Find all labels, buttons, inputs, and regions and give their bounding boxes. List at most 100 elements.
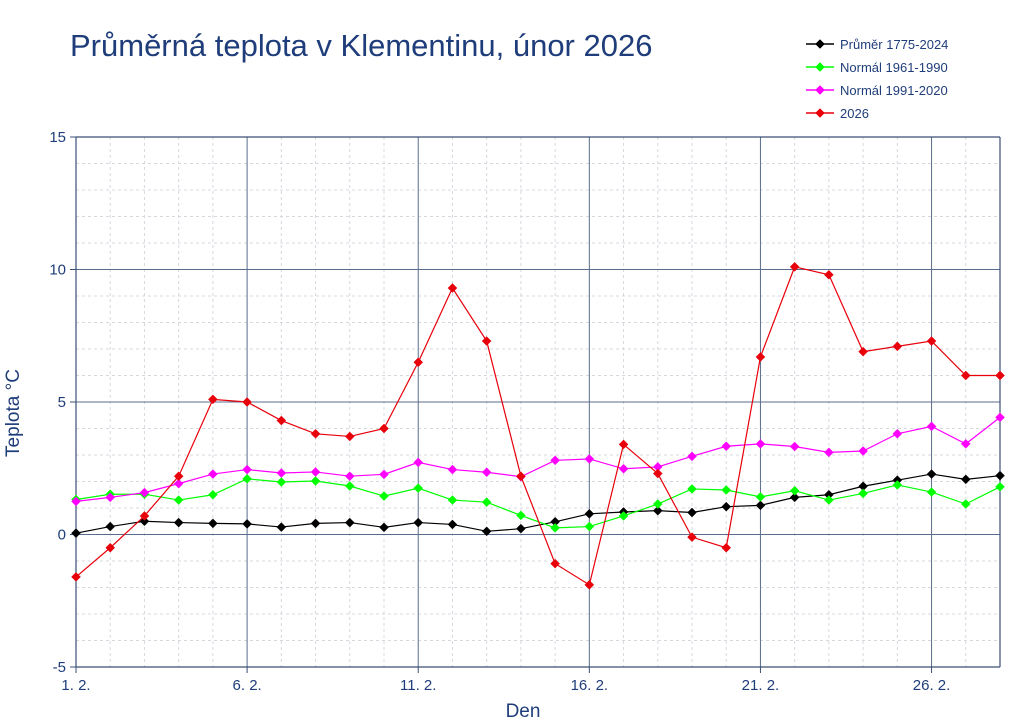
- data-point: [755, 492, 766, 502]
- data-point: [139, 511, 150, 521]
- x-tick-label: 11. 2.: [400, 677, 436, 694]
- data-point: [310, 467, 321, 477]
- x-tick-label: 1. 2.: [61, 677, 90, 694]
- data-point: [481, 526, 492, 537]
- x-tick-label: 16. 2.: [571, 677, 609, 694]
- data-point: [208, 489, 218, 500]
- data-point: [721, 501, 732, 512]
- data-point: [995, 412, 1005, 423]
- legend-marker: [815, 85, 825, 95]
- data-point: [584, 454, 595, 464]
- data-point: [71, 528, 81, 539]
- data-point: [516, 471, 526, 482]
- data-point: [413, 517, 424, 528]
- data-point: [960, 499, 971, 509]
- data-point: [379, 522, 389, 533]
- data-point: [139, 487, 150, 498]
- series-line: [75, 266, 1000, 586]
- legend-item[interactable]: Normál 1991-2020: [806, 83, 948, 98]
- data-point: [926, 336, 937, 346]
- data-point: [995, 470, 1005, 481]
- data-point: [892, 341, 903, 352]
- data-point: [755, 352, 766, 362]
- x-tick-label: 21. 2.: [742, 677, 780, 694]
- data-point: [824, 495, 834, 505]
- data-point: [173, 471, 184, 482]
- data-point: [550, 455, 560, 466]
- data-point: [858, 488, 868, 499]
- legend-item[interactable]: Průměr 1775-2024: [806, 37, 948, 52]
- data-point: [379, 469, 389, 480]
- data-point: [379, 423, 389, 434]
- data-point: [310, 518, 321, 529]
- data-point: [481, 467, 492, 478]
- series-line: [75, 416, 1001, 502]
- data-point: [584, 508, 595, 519]
- data-point: [105, 521, 116, 532]
- legend[interactable]: Průměr 1775-2024 Normál 1961-1990 Normál 1…: [806, 37, 948, 121]
- data-point: [584, 579, 595, 590]
- data-point: [789, 441, 800, 452]
- legend-label: Normál 1961-1990: [840, 60, 948, 75]
- data-point: [516, 510, 526, 521]
- data-point: [960, 439, 971, 449]
- data-point: [447, 495, 458, 505]
- data-point: [892, 480, 903, 490]
- series-0: [71, 469, 1005, 539]
- data-point: [926, 469, 937, 479]
- data-point: [276, 522, 287, 532]
- y-tick-label: 0: [58, 527, 66, 544]
- series-2: [71, 412, 1005, 507]
- data-point: [413, 483, 424, 493]
- data-point: [858, 446, 868, 456]
- data-point: [379, 491, 389, 501]
- data-point: [995, 370, 1005, 381]
- data-point: [276, 468, 287, 478]
- series-line: [75, 478, 1001, 529]
- data-point: [721, 542, 732, 553]
- data-point: [413, 357, 424, 368]
- data-point: [687, 484, 697, 494]
- data-point: [687, 451, 697, 462]
- data-point: [310, 428, 321, 439]
- data-point: [139, 516, 150, 527]
- data-point: [242, 473, 252, 484]
- y-tick-label: 15: [49, 129, 66, 146]
- data-point: [173, 517, 184, 528]
- data-point: [584, 521, 595, 532]
- data-point: [310, 476, 321, 486]
- y-tick-label: 5: [58, 394, 66, 411]
- series-3: [71, 261, 1005, 590]
- legend-item[interactable]: Normál 1961-1990: [806, 60, 948, 75]
- legend-marker: [815, 39, 825, 49]
- x-tick-label: 26. 2.: [913, 677, 951, 694]
- data-point: [892, 428, 903, 439]
- data-point: [516, 523, 526, 534]
- data-point: [242, 464, 252, 475]
- data-point: [242, 397, 252, 407]
- y-tick-label: -5: [53, 659, 66, 676]
- y-axis-ticks: -5 0 5 10 15: [49, 129, 76, 676]
- chart-title: Průměrná teplota v Klementinu, únor 2026: [70, 28, 652, 63]
- legend-label: Průměr 1775-2024: [840, 37, 948, 52]
- data-point: [550, 558, 560, 569]
- data-point: [447, 464, 458, 475]
- legend-item[interactable]: 2026: [806, 106, 869, 121]
- data-point: [173, 495, 184, 505]
- data-point: [481, 336, 492, 346]
- series-layer: [71, 261, 1005, 590]
- data-point: [413, 457, 424, 468]
- data-point: [344, 481, 355, 491]
- data-point: [208, 469, 218, 479]
- data-point: [926, 421, 937, 432]
- data-point: [208, 518, 218, 529]
- data-point: [755, 500, 766, 511]
- data-point: [652, 505, 663, 516]
- data-point: [618, 511, 629, 521]
- data-point: [960, 370, 971, 381]
- data-point: [71, 496, 81, 507]
- data-point: [276, 477, 287, 487]
- data-point: [789, 492, 800, 503]
